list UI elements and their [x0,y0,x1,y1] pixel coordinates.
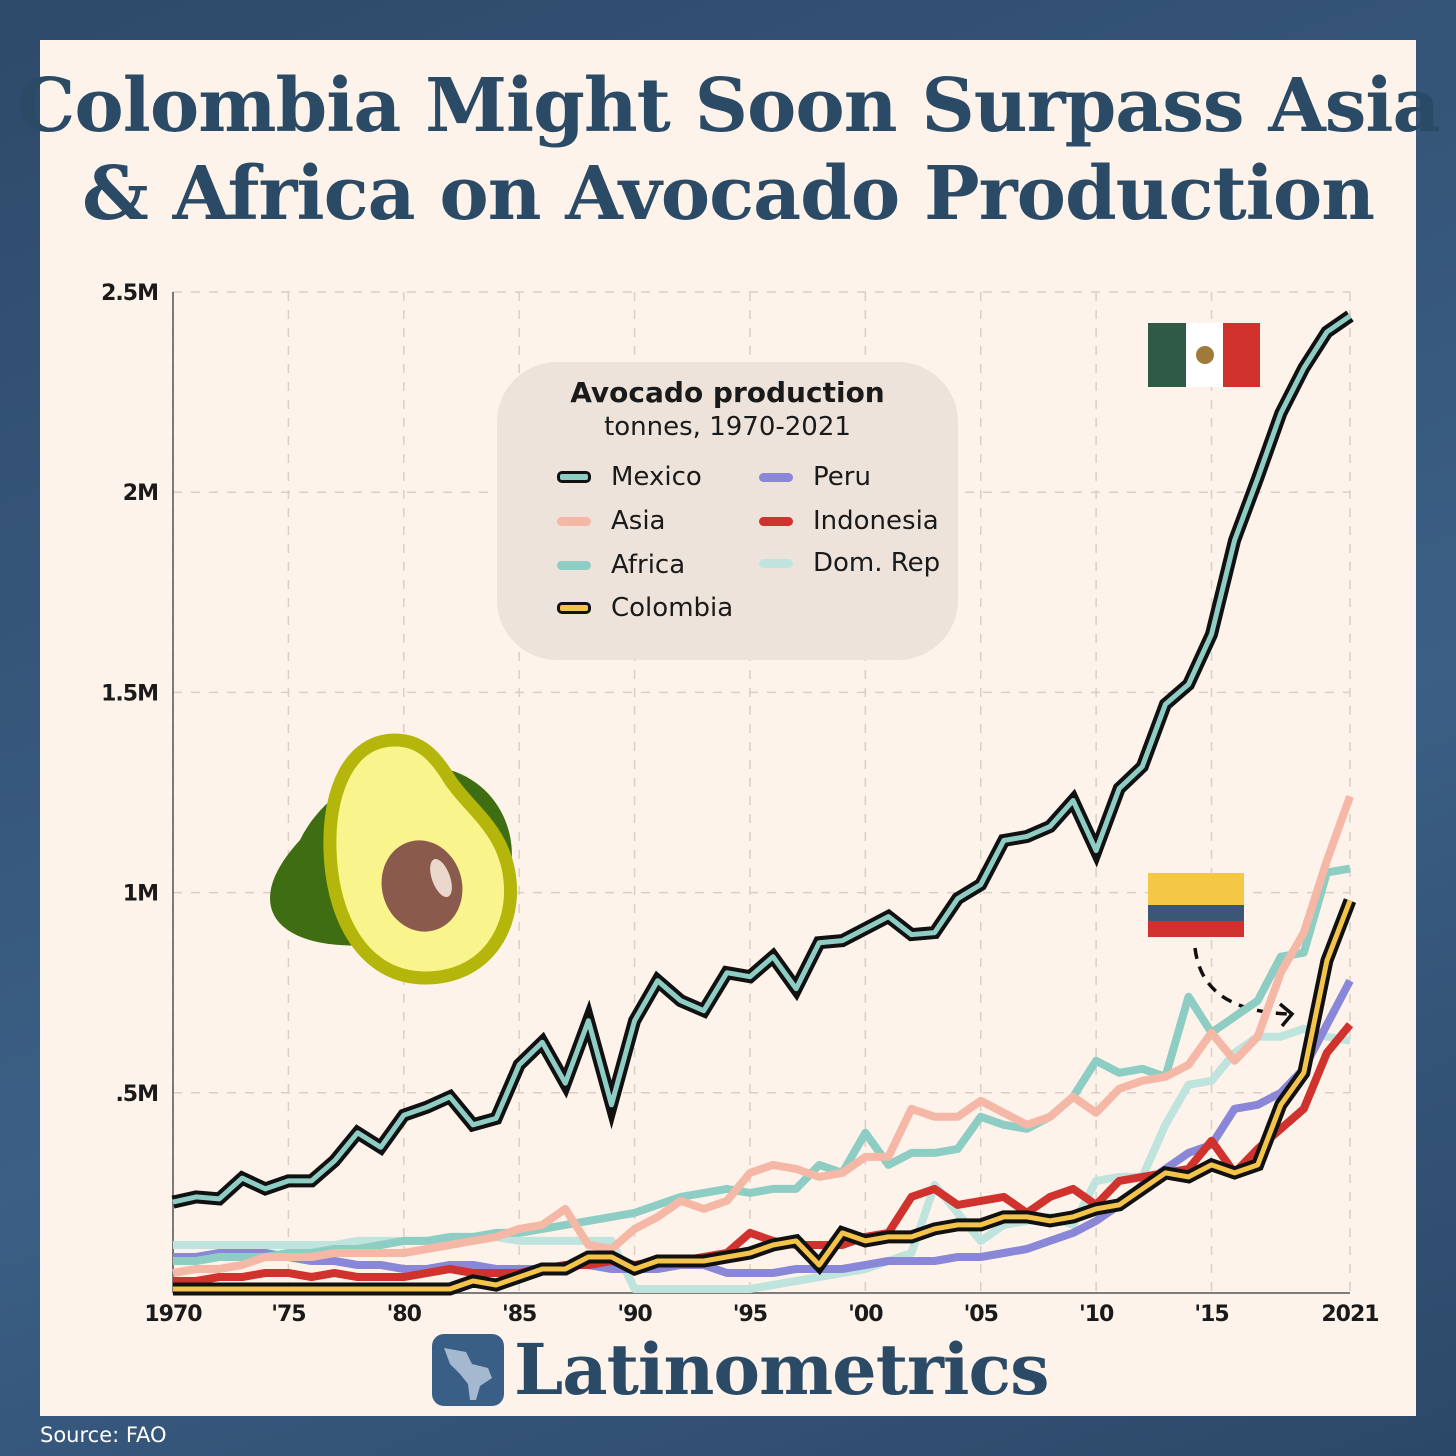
x-tick-label: '05 [964,1302,998,1327]
axes: .5M 1M 1.5M 2M 2.5M 1970 '75 '80 '85 '90 '95 '00 '05… [101,281,1379,1327]
x-tick-label: '95 [733,1302,767,1327]
series-peru [173,978,1354,1277]
x-tick-label: '15 [1194,1302,1228,1327]
legend-swatch [557,560,591,570]
x-tick-label: 2021 [1321,1302,1378,1327]
legend-swatch [557,471,591,483]
series-line-asia [172,795,1354,1277]
y-tick-label: .5M [115,1082,158,1107]
series-colombia [173,898,1357,1296]
legend-item-mexico: Mexico [557,462,702,492]
y-tick-label: 2M [123,481,158,506]
legend-label: Africa [611,550,686,580]
series-asia [172,795,1354,1277]
series-line-mexico [172,313,1352,1205]
legend: Avocado production tonnes, 1970-2021 Mex… [497,362,958,660]
series-line-peru [173,978,1354,1277]
series-line-africa [173,864,1351,1265]
x-tick-label: '80 [387,1302,422,1327]
legend-label: Dom. Rep [813,548,941,578]
title-line-1: Colombia Might Soon Surpass Asia [16,63,1441,149]
series-africa [173,864,1351,1265]
y-tick-label: 1M [123,882,158,907]
legend-label: Peru [813,462,871,492]
legend-item-colombia: Colombia [557,593,733,623]
source-note: Source: FAO [40,1423,167,1447]
legend-item-domrep: Dom. Rep [759,548,940,578]
legend-item-asia: Asia [557,506,666,536]
legend-swatch [759,516,793,526]
y-tick-label: 1.5M [101,681,158,706]
arrow-head-icon [1278,1002,1295,1028]
x-tick-label: '00 [848,1302,883,1327]
legend-label: Indonesia [813,506,939,536]
series-domrep [173,1024,1351,1293]
x-tick-label: '75 [271,1302,305,1327]
chart-title: Colombia Might Soon Surpass Asia & Afric… [0,62,1456,238]
legend-label: Asia [611,506,666,536]
title-line-2: & Africa on Avocado Production [82,151,1375,237]
colombia-flag-icon [1148,873,1244,937]
mexico-flag-icon [1148,323,1260,387]
legend-title: Avocado production [570,376,885,409]
series-layer [171,310,1357,1296]
legend-item-peru: Peru [759,462,871,492]
y-tick-label: 2.5M [101,281,158,306]
legend-swatch [759,472,793,482]
brand-name: Latinometrics [514,1328,1050,1411]
x-tick-label: '85 [502,1302,536,1327]
legend-swatch [557,602,591,614]
legend-label: Mexico [611,462,702,492]
x-tick-label: '10 [1079,1302,1114,1327]
x-tick-label: 1970 [144,1302,202,1327]
series-mexico [171,310,1354,1209]
latin-america-map-icon [432,1333,504,1406]
series-line-colombia [173,899,1353,1292]
legend-label: Colombia [611,593,734,623]
x-tick-label: '90 [617,1302,652,1327]
series-line-domrep [173,1024,1351,1293]
legend-item-indonesia: Indonesia [759,506,939,536]
legend-swatch [759,558,793,568]
legend-subtitle: tonnes, 1970-2021 [604,412,851,442]
legend-item-africa: Africa [557,550,685,580]
legend-swatch [557,516,591,526]
brand-logo: Latinometrics [432,1328,1050,1411]
avocado-icon [270,733,518,985]
